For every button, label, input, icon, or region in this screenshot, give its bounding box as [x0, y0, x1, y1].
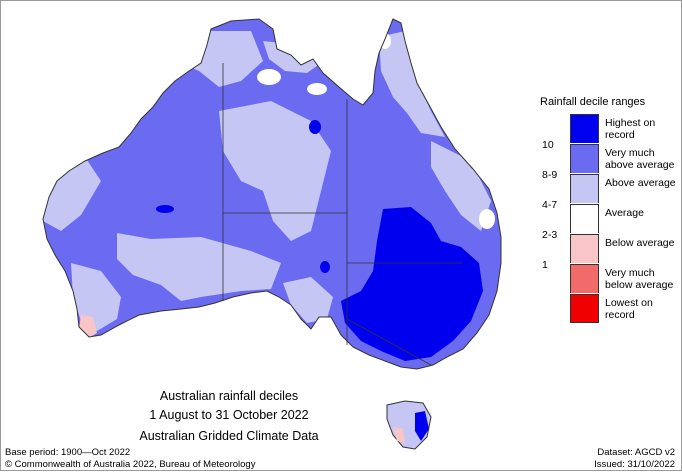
- tasmania-below-average: [393, 427, 405, 443]
- region-average-4: [479, 209, 495, 229]
- region-average-5: [315, 321, 331, 333]
- region-above-average-sa-gulf: [283, 277, 333, 323]
- region-average-2: [307, 83, 327, 95]
- legend-label-7: Lowest on record: [605, 297, 653, 321]
- legend-swatch-7: [570, 294, 599, 323]
- region-highest-on-record-wa: [156, 205, 174, 213]
- dataset: Dataset: AGCD v2: [597, 447, 675, 458]
- legend-swatch-2: [570, 144, 599, 173]
- legend-label-6: Very much below average: [605, 267, 674, 291]
- caption-title: Australian rainfall deciles: [159, 389, 299, 403]
- copyright: © Commonwealth of Australia 2022, Bureau…: [5, 459, 256, 470]
- region-highest-on-record-nt: [309, 120, 321, 134]
- region-average-3: [379, 33, 391, 49]
- caption-source: Australian Gridded Climate Data: [139, 429, 319, 443]
- region-highest-on-record-sa: [320, 261, 330, 273]
- border-nsw-vic: [346, 318, 432, 366]
- legend-label-2: Very much above average: [605, 147, 675, 171]
- legend-decile-boundary-6: 1: [542, 259, 548, 271]
- legend-swatch-6: [570, 264, 599, 293]
- legend-label-4: Average: [605, 207, 644, 219]
- legend-label-3: Above average: [605, 177, 676, 189]
- caption-period: 1 August to 31 October 2022: [149, 408, 309, 422]
- legend-swatch-5: [570, 234, 599, 263]
- legend-title: Rainfall decile ranges: [540, 96, 646, 108]
- legend-decile-boundary-4: 4-7: [542, 199, 558, 211]
- issued-date: Issued: 31/10/2022: [594, 459, 675, 470]
- legend-decile-boundary-3: 8-9: [542, 169, 558, 181]
- region-above-average-central-north: [219, 101, 331, 241]
- legend-swatch-1: [570, 114, 599, 143]
- base-period: Base period: 1900—Oct 2022: [5, 447, 131, 458]
- region-above-average-southwest: [71, 263, 121, 331]
- legend-label-5: Below average: [605, 237, 675, 249]
- region-above-average-capeyork: [379, 31, 445, 137]
- tasmania-highest-on-record: [415, 411, 429, 441]
- legend-swatch-3: [570, 174, 599, 203]
- region-average-1: [257, 69, 281, 85]
- legend-label-1: Highest on record: [605, 117, 656, 141]
- legend-swatch-4: [570, 204, 599, 233]
- legend-decile-boundary-2: 10: [542, 139, 554, 151]
- region-above-average-northeast: [431, 141, 491, 231]
- region-highest-on-record-east: [341, 207, 483, 361]
- region-above-average-nullarbor: [117, 233, 281, 301]
- state-borders: [222, 63, 463, 366]
- legend-decile-boundary-5: 2-3: [542, 229, 558, 241]
